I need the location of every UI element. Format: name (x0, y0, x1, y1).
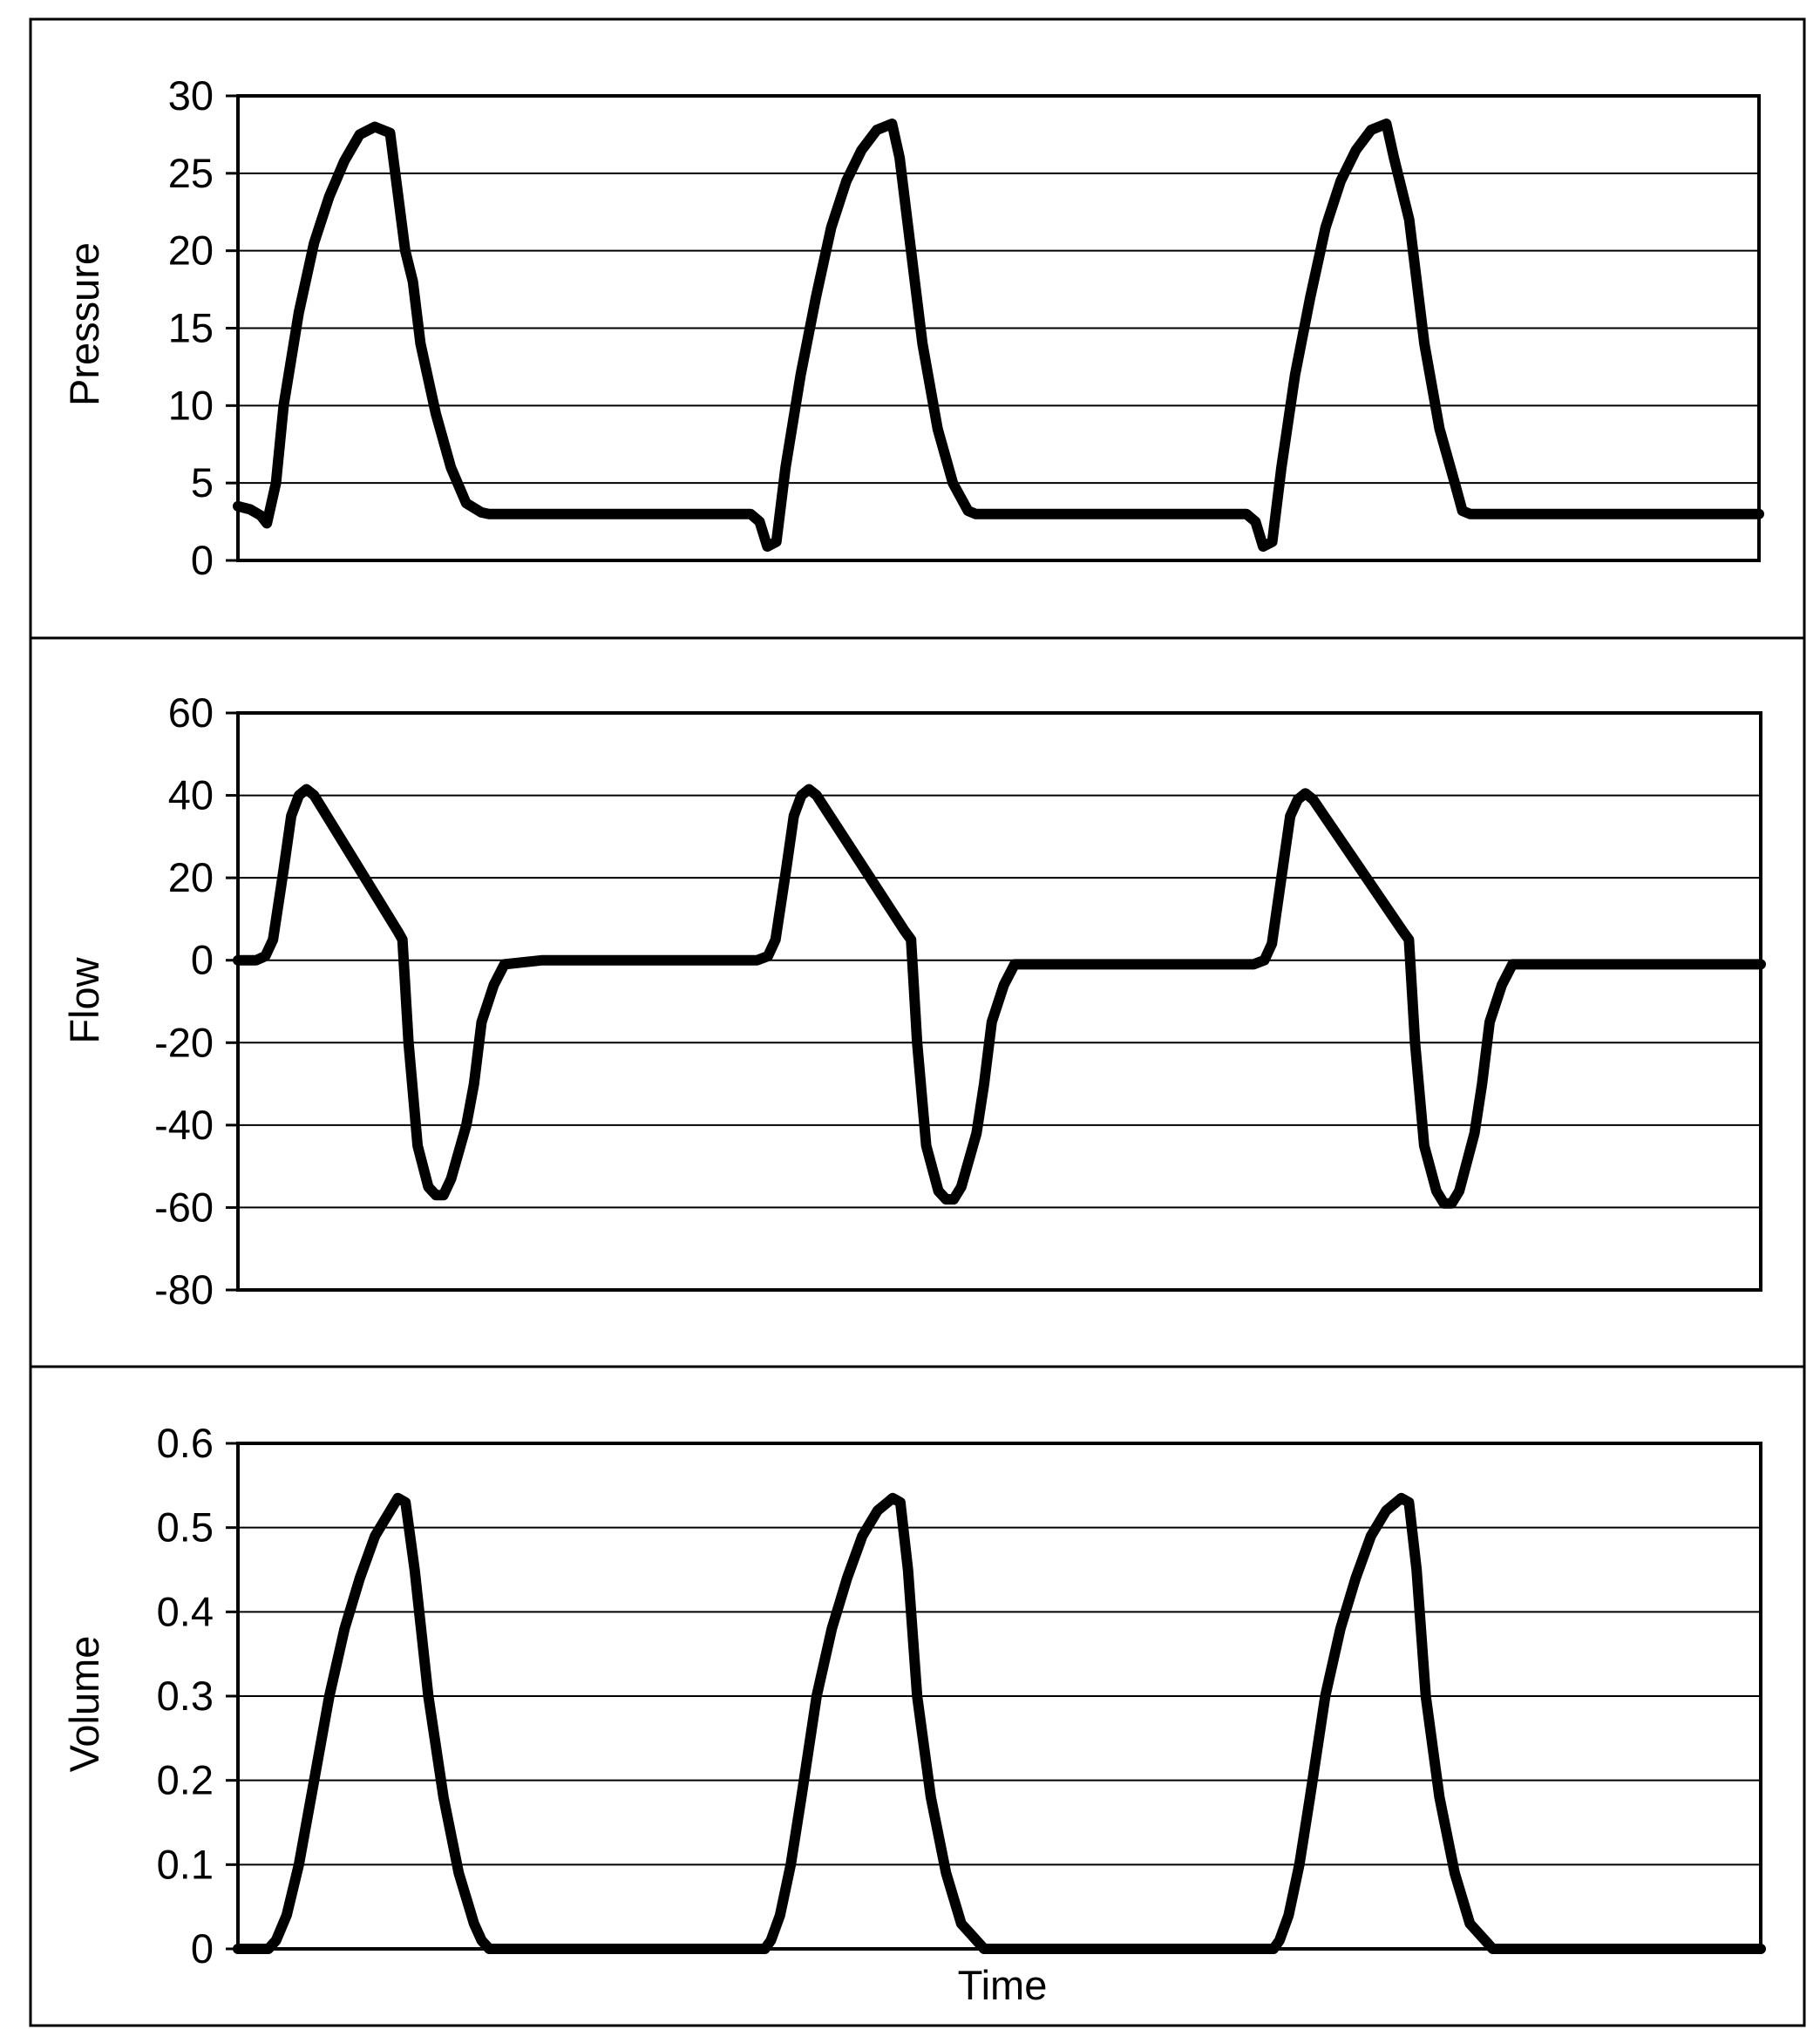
flow-y-tick-label: -40 (154, 1102, 214, 1148)
flow-chart: -80 -60 -40 -20 0 20 40 60 (154, 689, 1766, 1313)
flow-y-tick-label: 60 (168, 689, 214, 736)
volume-chart: 0 0.1 0.2 0.3 0.4 0.5 0.6 (157, 1420, 1766, 1972)
pressure-plot-area (236, 94, 1761, 562)
flow-y-tick-label: -80 (154, 1266, 214, 1313)
volume-y-tick-label: 0.4 (157, 1588, 214, 1634)
volume-y-tick-label: 0.2 (157, 1757, 214, 1803)
volume-axis-title: Volume (61, 1636, 107, 1773)
time-axis-title: Time (958, 1962, 1048, 2008)
volume-y-tick-label: 0.3 (157, 1673, 214, 1719)
pressure-y-tick-label: 10 (168, 382, 214, 428)
volume-y-tick-label: 0 (191, 1925, 214, 1972)
pressure-axis-title: Pressure (61, 242, 107, 406)
pressure-y-tick-label: 25 (168, 150, 214, 196)
volume-y-tick-label: 0.1 (157, 1841, 214, 1887)
pressure-chart: 0 5 10 15 20 25 30 (168, 72, 1764, 583)
pressure-y-tick-label: 0 (191, 537, 214, 583)
volume-y-tick-label: 0.5 (157, 1504, 214, 1551)
pressure-y-tick-label: 5 (191, 459, 214, 506)
flow-y-tick-label: -60 (154, 1184, 214, 1230)
volume-series-line (233, 1492, 1766, 1954)
flow-y-tick-label: 20 (168, 854, 214, 900)
flow-y-tick-label: 40 (168, 772, 214, 818)
pressure-y-tick-label: 15 (168, 305, 214, 351)
flow-series-line (233, 784, 1766, 1209)
pressure-y-tick-label: 20 (168, 227, 214, 274)
flow-y-tick-label: 0 (191, 937, 214, 983)
flow-axis-title: Flow (61, 956, 107, 1043)
flow-plot-area (236, 711, 1762, 1292)
volume-y-tick-label: 0.6 (157, 1420, 214, 1466)
pressure-series-line (233, 119, 1764, 552)
pressure-y-tick-label: 30 (168, 72, 214, 119)
flow-y-tick-label: -20 (154, 1019, 214, 1065)
